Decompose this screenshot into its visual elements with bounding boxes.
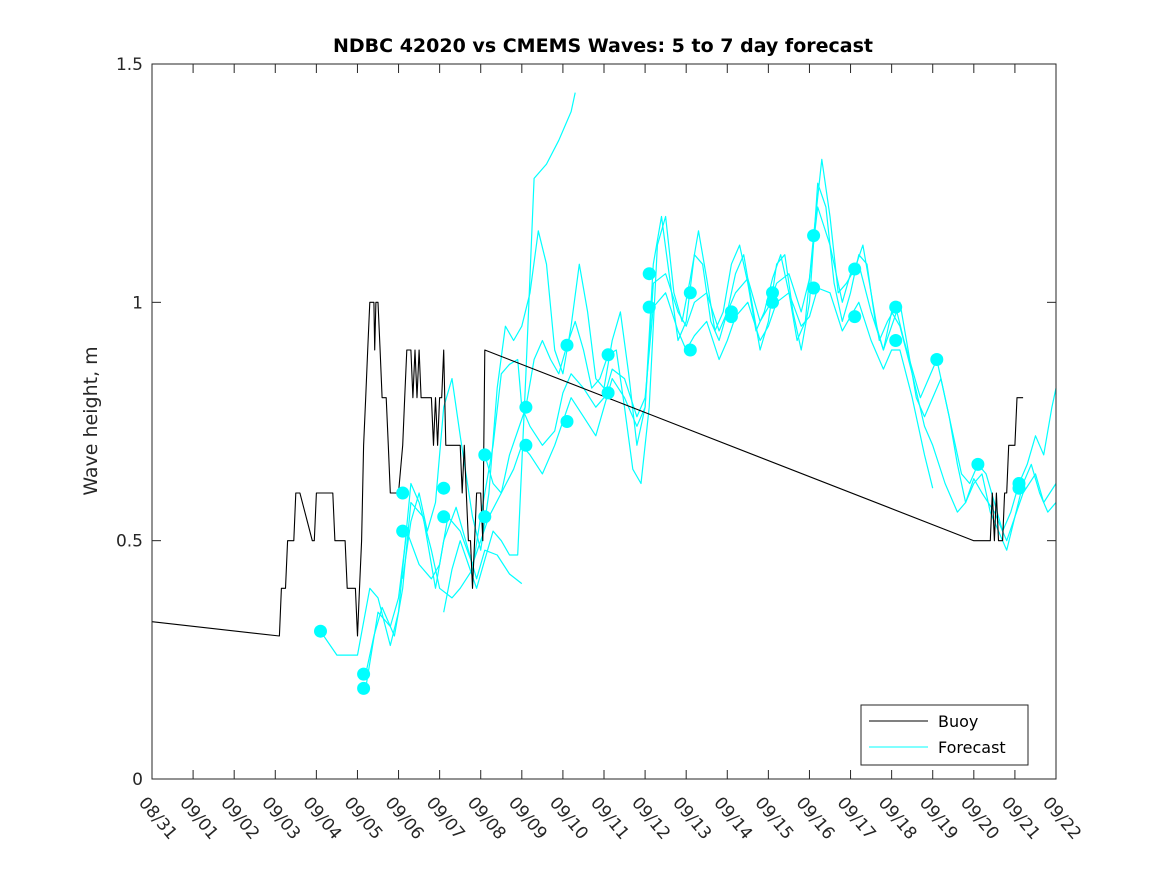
forecast-marker (478, 448, 492, 462)
forecast-marker (357, 681, 371, 695)
forecast-marker (766, 286, 779, 300)
forecast-marker (766, 295, 779, 309)
y-axis-label: Wave height, m (80, 346, 102, 495)
forecast-marker (683, 343, 697, 357)
chart-title: NDBC 42020 vs CMEMS Waves: 5 to 7 day fo… (333, 35, 873, 57)
legend-box (860, 704, 1029, 766)
forecast-marker (971, 457, 985, 471)
forecast-marker (314, 624, 327, 638)
forecast-marker (683, 286, 697, 300)
forecast-marker (560, 338, 574, 352)
y-axis: 0 0.5 1 1.5 (116, 55, 1056, 790)
forecast-marker (601, 348, 615, 362)
forecast-marker (848, 262, 862, 276)
legend: Buoy Forecast (860, 704, 1029, 766)
plot-area (152, 64, 1056, 779)
forecast-marker (396, 524, 410, 538)
forecast-series-line-5 (443, 92, 576, 613)
forecast-series-line-4 (402, 182, 1057, 579)
forecast-marker (889, 300, 903, 314)
forecast-marker (560, 415, 574, 428)
forecast-marker (437, 510, 451, 524)
forecast-marker (1012, 481, 1026, 495)
forecast-marker (889, 334, 903, 347)
forecast-marker (642, 267, 656, 281)
forecast-marker (848, 310, 862, 324)
y-tick-label: 1 (132, 293, 143, 313)
forecast-marker (601, 386, 615, 400)
y-tick-label: 1.5 (116, 55, 143, 75)
forecast-series-line-6 (484, 158, 1057, 532)
buoy-series-line (151, 301, 1024, 637)
forecast-marker-layer (314, 229, 1026, 695)
y-tick-label: 0.5 (116, 532, 143, 552)
forecast-marker (519, 400, 533, 414)
forecast-marker (930, 353, 944, 366)
forecast-marker (642, 300, 656, 314)
legend-forecast-label: Forecast (938, 738, 1006, 757)
forecast-marker (519, 438, 533, 452)
forecast-marker (478, 510, 492, 524)
forecast-marker (807, 281, 821, 295)
y-tick-label: 0 (132, 770, 143, 790)
legend-buoy-label: Buoy (938, 712, 978, 731)
forecast-series-line-1 (320, 287, 934, 656)
series-layer (151, 92, 1057, 689)
forecast-marker (357, 667, 371, 681)
forecast-marker (396, 486, 410, 500)
forecast-series-line-2 (365, 206, 1057, 689)
forecast-marker (807, 229, 821, 243)
forecast-marker (724, 310, 738, 324)
forecast-marker (437, 481, 451, 495)
